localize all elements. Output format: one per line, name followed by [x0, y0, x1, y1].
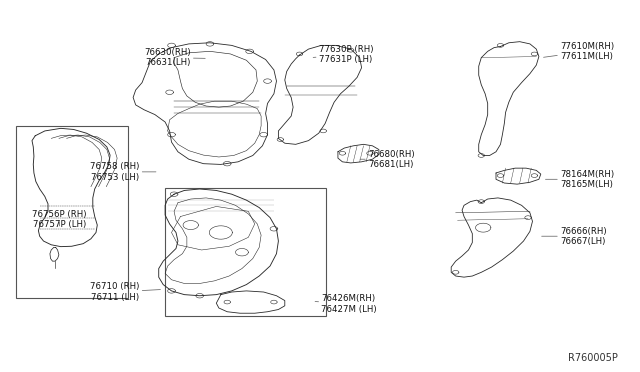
Bar [165, 188, 326, 316]
Text: 76426M(RH)
76427M (LH): 76426M(RH) 76427M (LH) [315, 294, 377, 314]
Text: 76630(RH)
76631(LH): 76630(RH) 76631(LH) [144, 48, 205, 67]
Text: 77610M(RH)
77611M(LH): 77610M(RH) 77611M(LH) [543, 42, 614, 61]
Text: 77630P (RH)
77631P (LH): 77630P (RH) 77631P (LH) [313, 45, 373, 64]
Text: 76680(RH)
76681(LH): 76680(RH) 76681(LH) [360, 150, 415, 169]
Text: 76758 (RH)
76753 (LH): 76758 (RH) 76753 (LH) [90, 162, 156, 182]
Text: 76756P (RH)
76757P (LH): 76756P (RH) 76757P (LH) [32, 210, 87, 229]
Text: 76666(RH)
76667(LH): 76666(RH) 76667(LH) [541, 227, 607, 246]
Text: 76710 (RH)
76711 (LH): 76710 (RH) 76711 (LH) [90, 282, 161, 302]
Text: 78164M(RH)
78165M(LH): 78164M(RH) 78165M(LH) [545, 170, 614, 189]
Text: R760005P: R760005P [568, 353, 618, 363]
Bar [16, 126, 128, 298]
